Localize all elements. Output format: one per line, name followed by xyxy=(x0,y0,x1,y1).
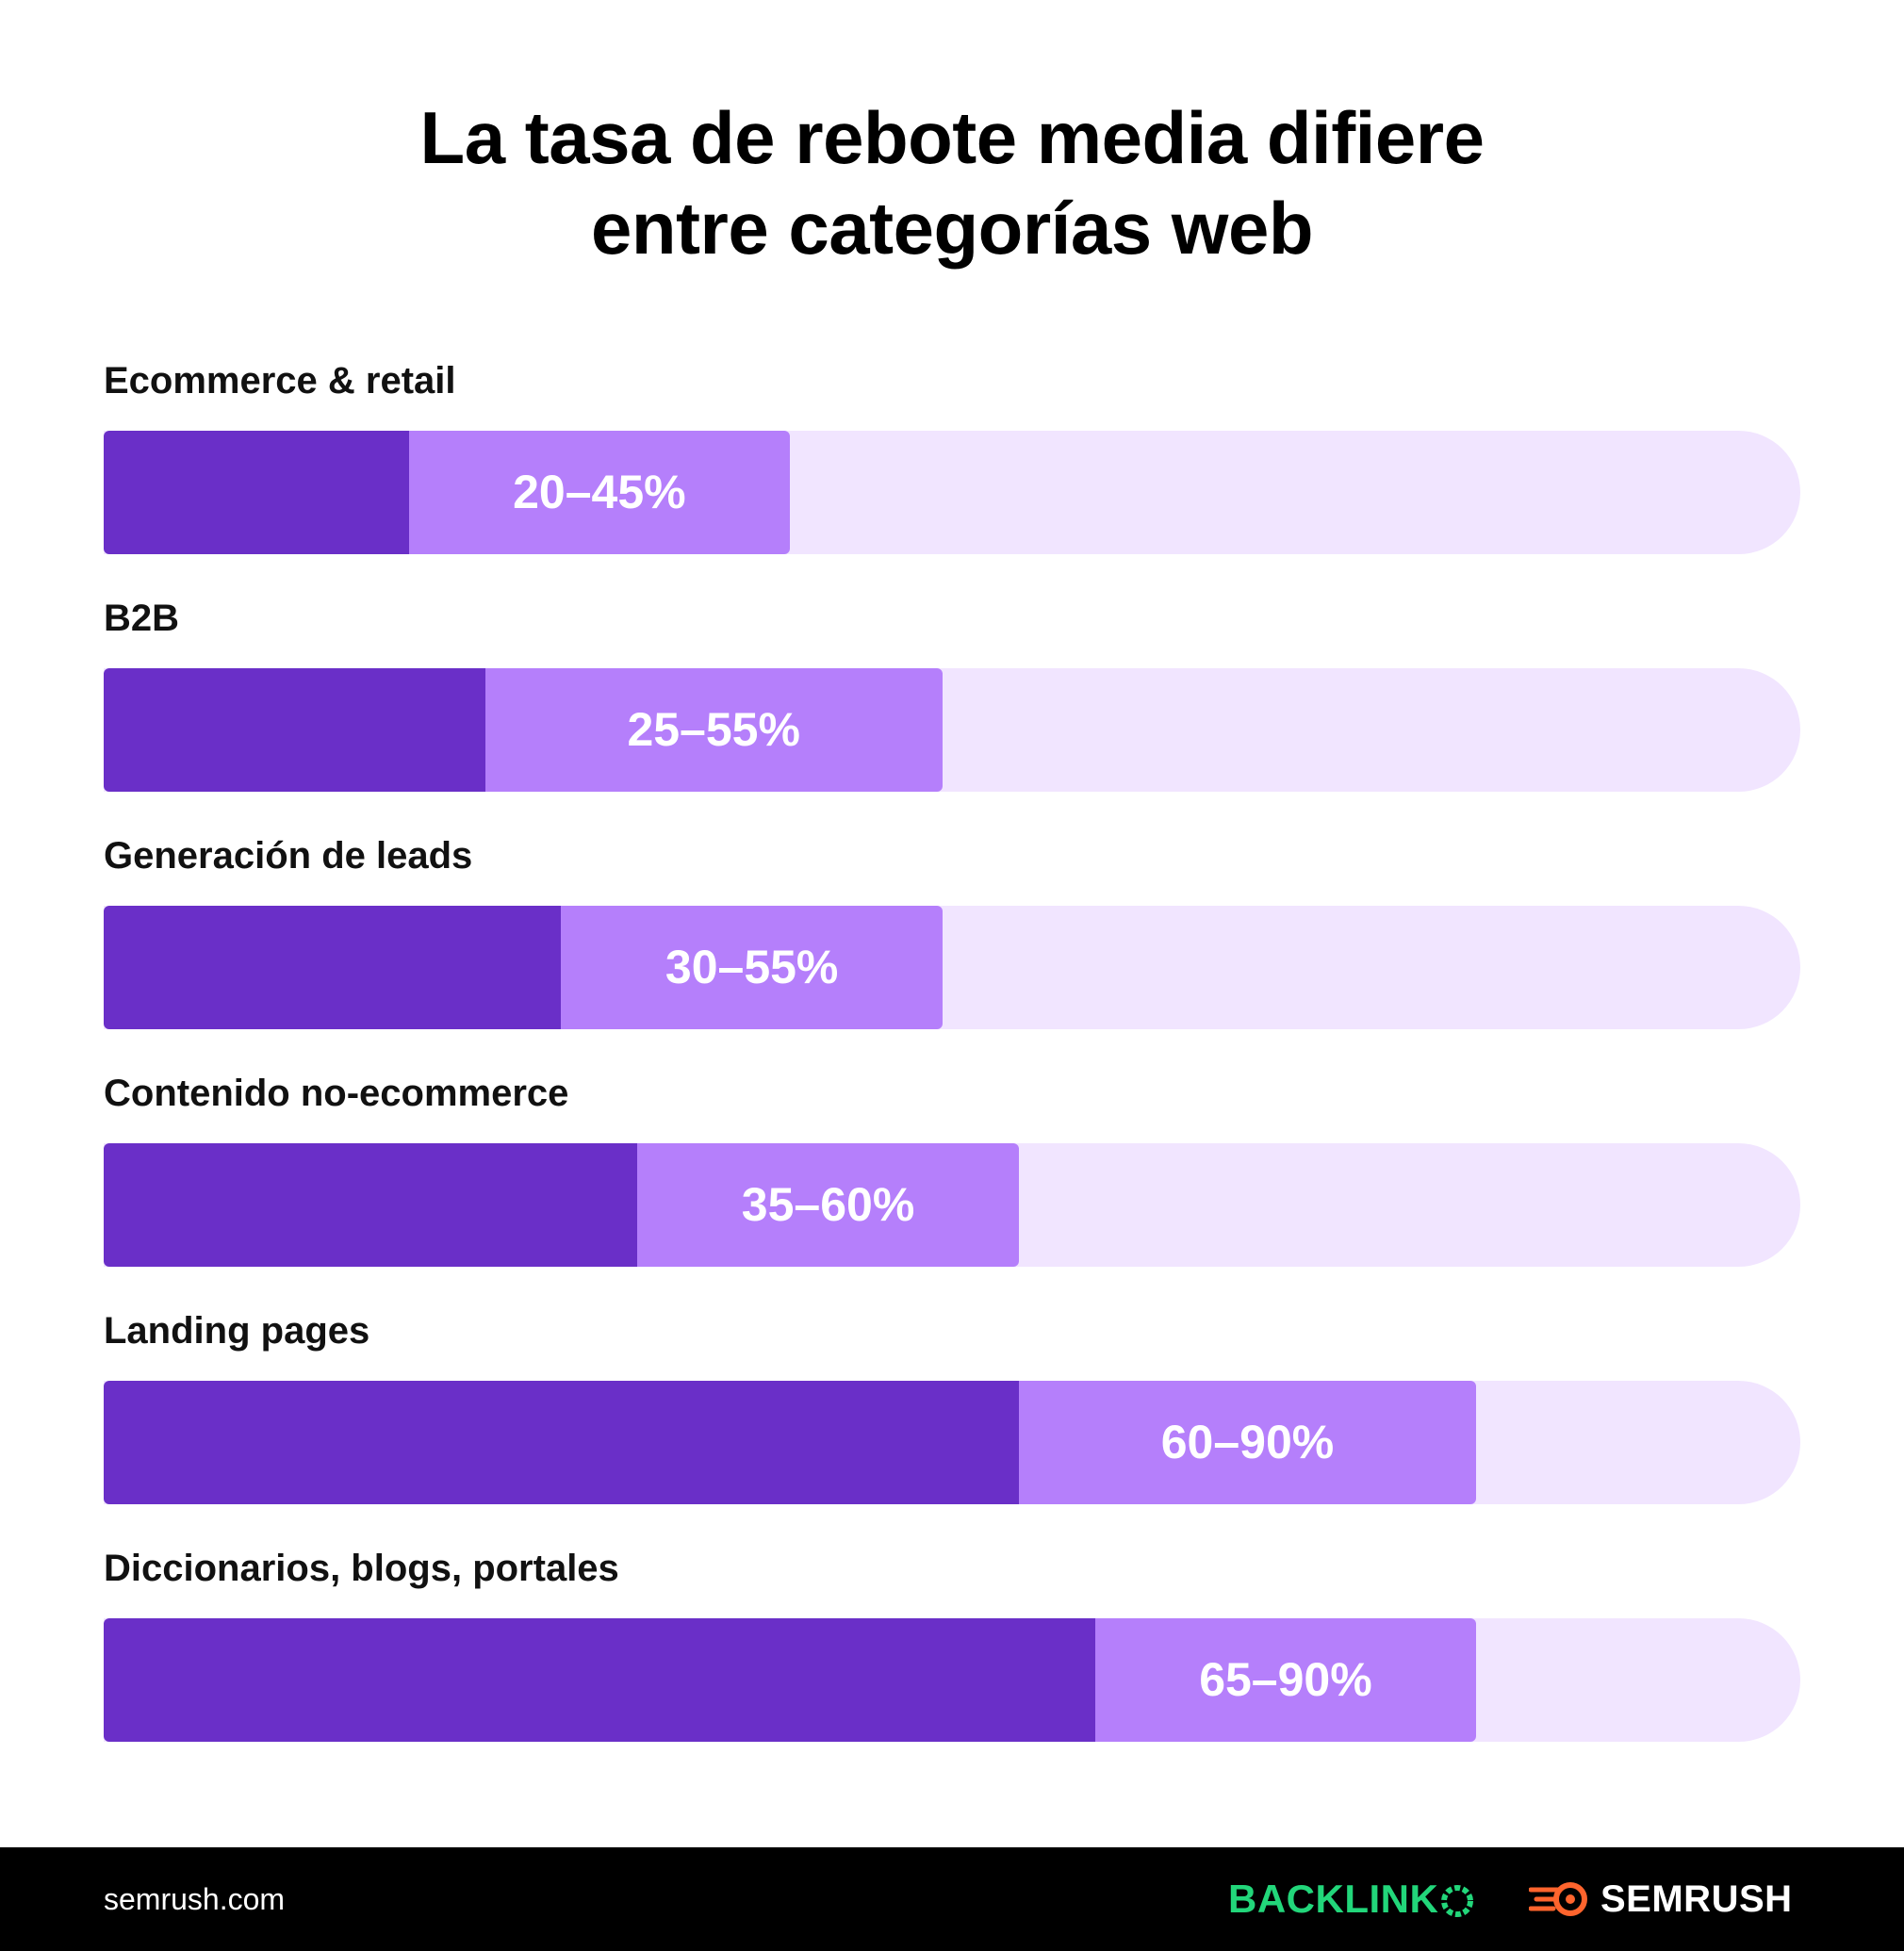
bar-segment-range xyxy=(561,906,943,1029)
bar-track: 25–55% xyxy=(104,668,1800,792)
range-value-label: 25–55% xyxy=(627,703,800,756)
chart-title-line-1: La tasa de rebote media difiere xyxy=(419,96,1485,179)
bar-segment-below-range xyxy=(104,906,562,1029)
range-value-label: 30–55% xyxy=(665,941,839,993)
bar-track: 35–60% xyxy=(104,1143,1800,1267)
bar-track: 65–90% xyxy=(104,1618,1800,1742)
bar-track: 30–55% xyxy=(104,906,1800,1029)
semrush-flame-icon xyxy=(1529,1882,1587,1916)
bar-track: 20–45% xyxy=(104,431,1800,554)
category-label: Diccionarios, blogs, portales xyxy=(104,1548,619,1589)
range-value-label: 35–60% xyxy=(741,1178,915,1231)
semrush-logo-text: SEMRUSH xyxy=(1600,1877,1793,1920)
chart-title: La tasa de rebote media difiere entre ca… xyxy=(0,92,1904,273)
bar-segment-range xyxy=(1094,1618,1477,1742)
bar-chart: Ecommerce & retail 20–45% B2B 25–55% Generac… xyxy=(104,0,1800,1847)
footer: semrush.com BACKLINK SEMRUSH xyxy=(0,1847,1904,1951)
semrush-logo: SEMRUSH xyxy=(1529,1847,1793,1951)
category-label: B2B xyxy=(104,598,180,639)
source-text: semrush.com xyxy=(104,1882,286,1916)
category-label: Ecommerce & retail xyxy=(104,360,456,402)
backlinko-logo: BACKLINK xyxy=(1228,1847,1474,1951)
bar-segment-below-range xyxy=(104,1381,1019,1504)
bar-segment-below-range xyxy=(104,1618,1095,1742)
category-label: Generación de leads xyxy=(104,835,473,877)
range-value-label: 65–90% xyxy=(1199,1653,1372,1706)
bar-segment-below-range xyxy=(104,1143,638,1267)
bar-segment-range xyxy=(408,431,791,554)
bar-segment-range xyxy=(1018,1381,1477,1504)
bar-segment-below-range xyxy=(104,668,485,792)
bar-segment-range xyxy=(637,1143,1019,1267)
bar-segment-below-range xyxy=(104,431,409,554)
chart-title-line-2: entre categorías web xyxy=(591,187,1313,270)
range-value-label: 20–45% xyxy=(513,466,686,518)
bar-track: 60–90% xyxy=(104,1381,1800,1504)
category-label: Contenido no-ecommerce xyxy=(104,1073,569,1114)
bar-segment-range xyxy=(484,668,943,792)
backlinko-o-icon xyxy=(1441,1885,1474,1917)
backlinko-logo-text: BACKLINK xyxy=(1228,1877,1439,1921)
category-label: Landing pages xyxy=(104,1310,370,1352)
range-value-label: 60–90% xyxy=(1160,1416,1335,1468)
